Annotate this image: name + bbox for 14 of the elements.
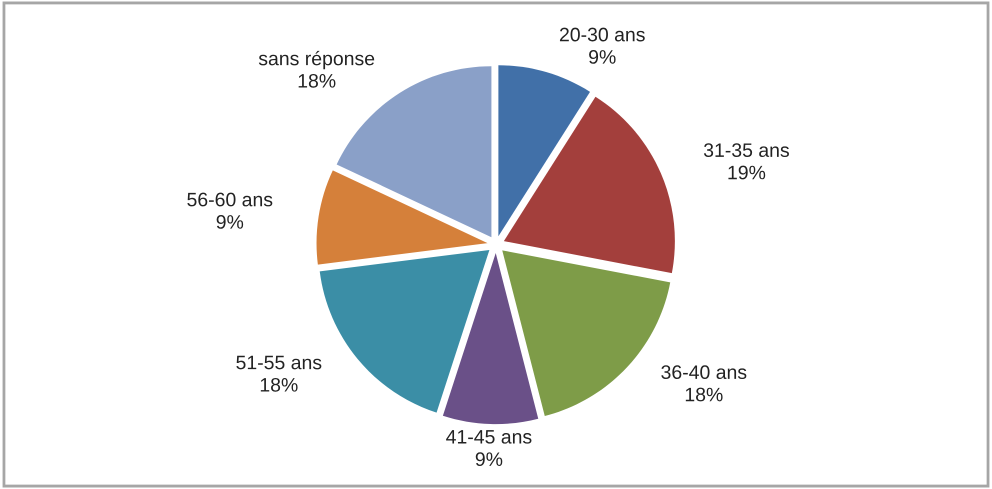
slice-label: 56-60 ans xyxy=(187,192,272,206)
slice-label: 20-30 ans xyxy=(560,28,645,42)
data-label: 18% xyxy=(686,388,723,402)
slice-label: 51-55 ans xyxy=(236,356,322,370)
data-label: 19% xyxy=(728,166,766,180)
data-label: 9% xyxy=(589,50,616,64)
data-label: 9% xyxy=(476,452,502,466)
data-label: 9% xyxy=(216,215,244,229)
data-label: 18% xyxy=(260,378,298,392)
slice-label: 41-45 ans xyxy=(446,430,532,444)
data-label: 18% xyxy=(298,74,336,88)
slice-label: 36-40 ans xyxy=(661,365,746,380)
slice-label: sans réponse xyxy=(258,50,374,70)
slice-label: 31-35 ans xyxy=(704,143,789,158)
